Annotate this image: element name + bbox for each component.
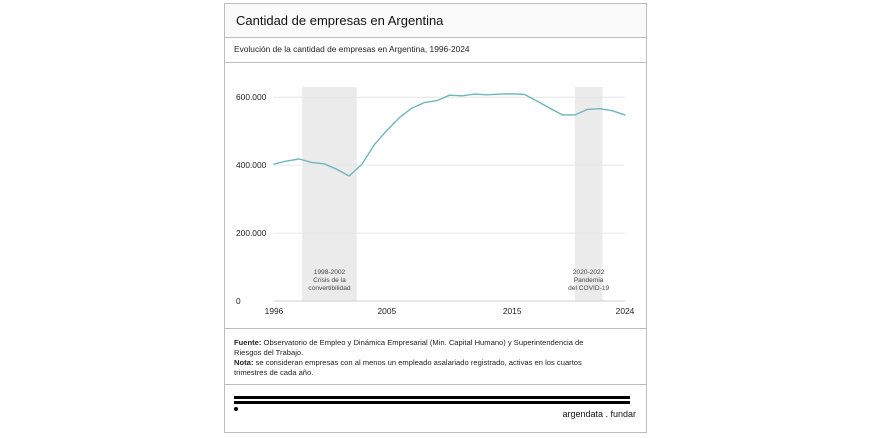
period-annotation-2: Pandemia bbox=[574, 277, 604, 284]
period-annotation-1: Crisis de la bbox=[313, 277, 346, 284]
period-annotation-2: 2020-2022 bbox=[573, 269, 605, 276]
series-line-1 bbox=[273, 93, 626, 177]
note-label: Nota: bbox=[234, 358, 254, 367]
x-tick-label: 2024 bbox=[616, 306, 635, 316]
source-note: Fuente: Observatorio de Empleo y Dinámic… bbox=[234, 338, 604, 358]
y-tick-label: 0 bbox=[236, 296, 241, 306]
y-tick-label: 400.000 bbox=[236, 160, 267, 170]
chart-title: Cantidad de empresas en Argentina bbox=[236, 13, 444, 28]
line-chart: 0 200.000 400.000 600.000 1996 2005 2015 2024 19… bbox=[236, 87, 635, 316]
subtitle-bar: Evolución de la cantidad de empresas en … bbox=[225, 37, 646, 63]
x-tick-label: 2015 bbox=[503, 306, 522, 316]
y-tick-label: 600.000 bbox=[236, 92, 267, 102]
period-annotation-1: convertibilidad bbox=[308, 285, 350, 292]
shaded-period-1 bbox=[302, 87, 357, 301]
period-annotation-1: 1998-2002 bbox=[314, 269, 346, 276]
title-bar: Cantidad de empresas en Argentina bbox=[225, 4, 646, 38]
x-tick-label: 1996 bbox=[265, 306, 284, 316]
x-tick-label: 2005 bbox=[378, 306, 397, 316]
shaded-period-2 bbox=[574, 87, 603, 301]
note: Nota: se consideran empresas con al meno… bbox=[234, 358, 604, 378]
period-annotation-2: del COVID-19 bbox=[568, 285, 609, 292]
chart-card: Cantidad de empresas en Argentina Evoluc… bbox=[224, 3, 647, 433]
brand-dot bbox=[234, 407, 238, 411]
note-text: se consideran empresas con al menos un e… bbox=[234, 358, 582, 377]
chart-subtitle: Evolución de la cantidad de empresas en … bbox=[234, 44, 470, 54]
y-tick-label: 200.000 bbox=[236, 228, 267, 238]
source-text: Observatorio de Empleo y Dinámica Empres… bbox=[234, 338, 584, 357]
brand-logo: argendata . fundar bbox=[562, 409, 636, 419]
source-label: Fuente: bbox=[234, 338, 262, 347]
brand-bar-bottom bbox=[234, 401, 630, 404]
brand-bar-top bbox=[234, 396, 630, 399]
notes-section: Fuente: Observatorio de Empleo y Dinámic… bbox=[225, 328, 646, 385]
